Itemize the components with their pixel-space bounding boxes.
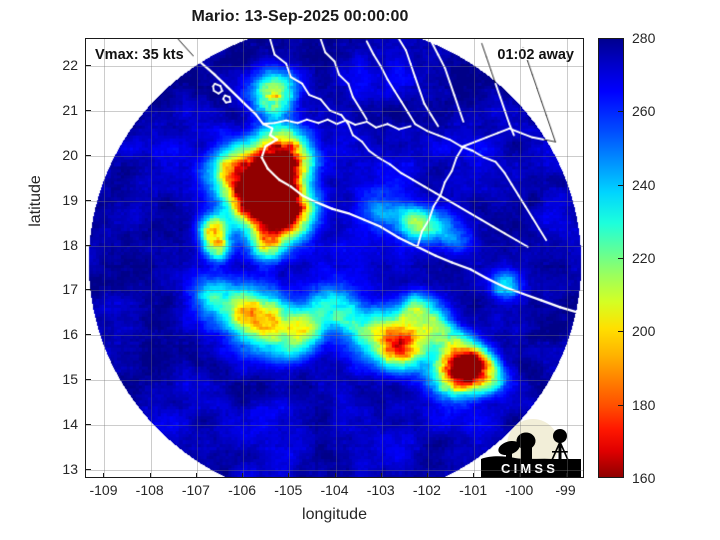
x-tick-mark	[149, 473, 151, 478]
colorbar-tick-label: 200	[632, 323, 656, 340]
y-tick-mark	[86, 469, 91, 471]
x-tick-label: -105	[274, 482, 303, 498]
cimss-logo: CIMSS	[481, 419, 581, 477]
colorbar-tick-mark	[618, 111, 623, 113]
y-tick-label: 22	[62, 56, 78, 73]
y-tick-mark	[86, 64, 91, 66]
y-tick-label: 19	[62, 191, 78, 208]
brightness-temperature-heatmap	[86, 39, 583, 477]
x-tick-mark	[288, 473, 290, 478]
colorbar-tick-mark	[618, 184, 623, 186]
time-away-annotation: 01:02 away	[497, 47, 574, 63]
x-axis-label: longitude	[302, 506, 367, 523]
y-tick-mark	[86, 244, 91, 246]
y-tick-mark	[86, 109, 91, 111]
y-tick-label: 18	[62, 236, 78, 253]
y-tick-label: 13	[62, 461, 78, 478]
x-tick-label: -100	[505, 482, 534, 498]
x-tick-mark	[195, 473, 197, 478]
x-tick-mark	[565, 473, 567, 478]
colorbar-tick-label: 180	[632, 396, 656, 413]
x-tick-label: -104	[320, 482, 349, 498]
x-tick-mark	[519, 473, 521, 478]
colorbar-tick-label: 160	[632, 470, 656, 486]
x-tick-mark	[473, 473, 475, 478]
colorbar-tick-label: 240	[632, 176, 656, 193]
y-tick-mark	[86, 379, 91, 381]
colorbar-tick-label: 220	[632, 250, 656, 266]
y-axis-label: latitude	[27, 175, 44, 227]
x-tick-label: -107	[181, 482, 210, 498]
x-tick-mark	[242, 473, 244, 478]
colorbar-tick-mark	[618, 331, 623, 333]
colorbar-tick-mark	[618, 404, 623, 406]
x-tick-label: -99	[555, 482, 576, 498]
y-tick-label: 16	[62, 326, 78, 343]
x-tick-label: -108	[135, 482, 164, 498]
x-tick-label: -103	[366, 482, 395, 498]
x-tick-mark	[426, 473, 428, 478]
y-tick-mark	[86, 199, 91, 201]
vmax-annotation: Vmax: 35 kts	[95, 47, 184, 63]
colorbar-tick-label: 280	[632, 30, 656, 46]
y-tick-mark	[86, 289, 91, 291]
y-tick-label: 17	[62, 281, 78, 298]
y-tick-label: 14	[62, 416, 78, 433]
x-tick-mark	[380, 473, 382, 478]
x-tick-label: -102	[412, 482, 441, 498]
y-tick-label: 15	[62, 371, 78, 388]
map-plot-area[interactable]: Vmax: 35 kts 01:02 away CIMSS	[85, 38, 584, 478]
y-tick-mark	[86, 334, 91, 336]
x-tick-mark	[103, 473, 105, 478]
colorbar-tick-mark	[618, 258, 623, 259]
y-tick-mark	[86, 154, 91, 156]
colorbar-tick-label: 260	[632, 103, 656, 120]
y-tick-label: 21	[62, 101, 78, 118]
x-tick-label: -101	[459, 482, 488, 498]
x-tick-mark	[334, 473, 336, 478]
x-tick-label: -109	[89, 482, 118, 498]
page-title: Mario: 13-Sep-2025 00:00:00	[191, 8, 409, 25]
cimss-logo-text: CIMSS	[501, 461, 558, 476]
x-tick-label: -106	[228, 482, 257, 498]
y-tick-label: 20	[62, 146, 78, 163]
y-tick-mark	[86, 424, 91, 426]
